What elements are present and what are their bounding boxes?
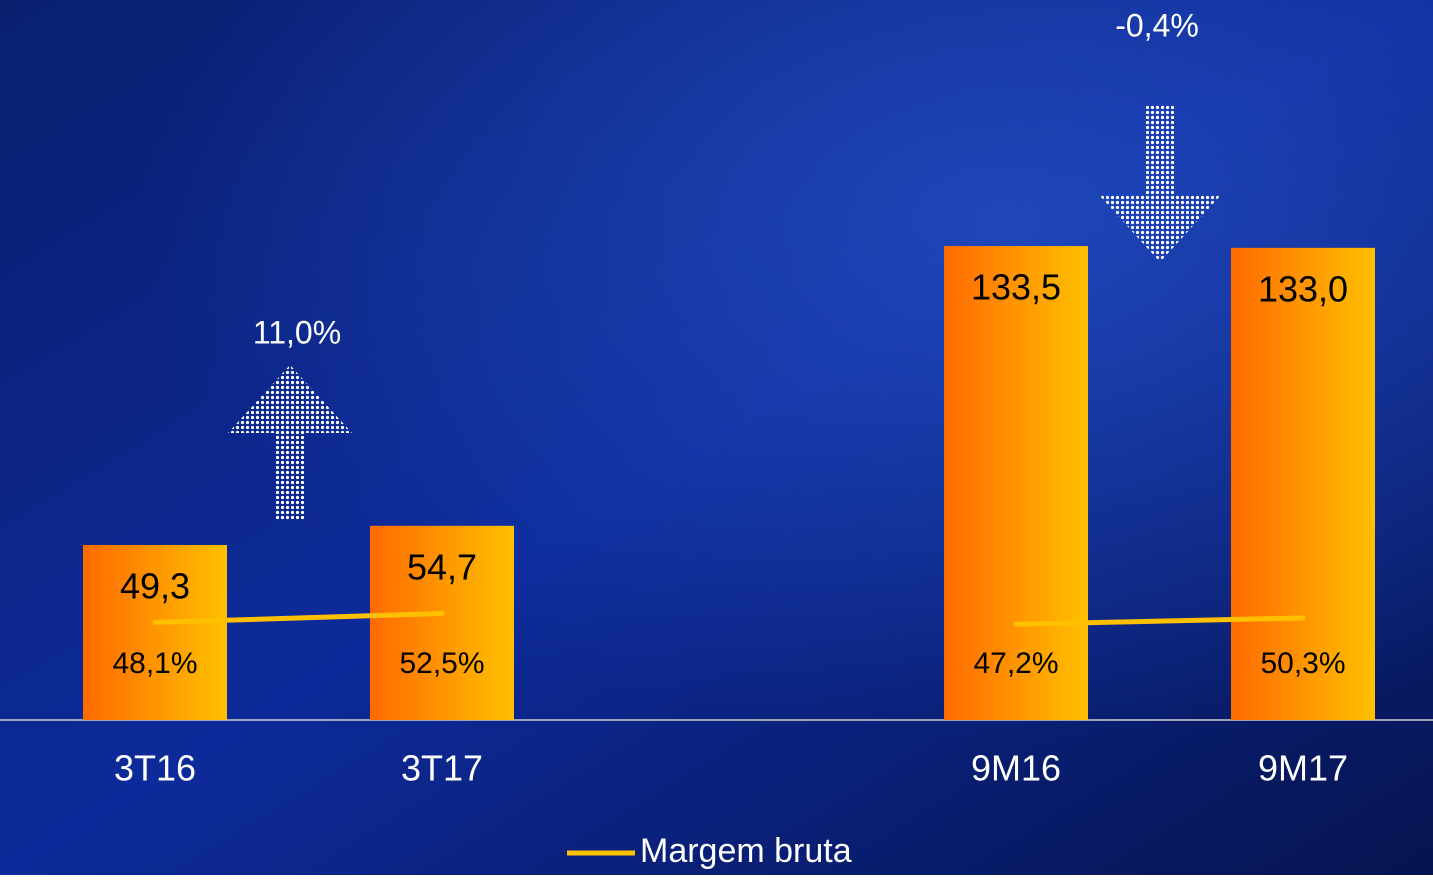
annotation-arrow (1098, 105, 1222, 262)
annotation-label: -0,4% (1115, 7, 1199, 43)
line-value-label: 50,3% (1260, 647, 1345, 680)
bar-value-label: 54,7 (407, 546, 477, 587)
x-tick-label: 9M16 (971, 748, 1061, 789)
annotation-arrow (228, 365, 352, 520)
bar-value-label: 133,0 (1258, 268, 1348, 309)
x-tick-label: 3T17 (401, 748, 483, 789)
line-value-label: 48,1% (112, 647, 197, 680)
bar (944, 246, 1088, 720)
x-tick-label: 9M17 (1258, 748, 1348, 789)
bar (83, 544, 227, 720)
legend-label: Margem bruta (640, 832, 852, 870)
bar-value-label: 133,5 (971, 267, 1061, 308)
annotation-label: 11,0% (253, 314, 341, 350)
line (152, 611, 1306, 627)
bar-value-label: 49,3 (120, 566, 190, 607)
x-tick-label: 3T16 (114, 748, 196, 789)
line-value-label: 47,2% (973, 647, 1058, 680)
bar (1231, 247, 1375, 720)
line-value-label: 52,5% (399, 647, 484, 680)
bar (370, 525, 514, 720)
